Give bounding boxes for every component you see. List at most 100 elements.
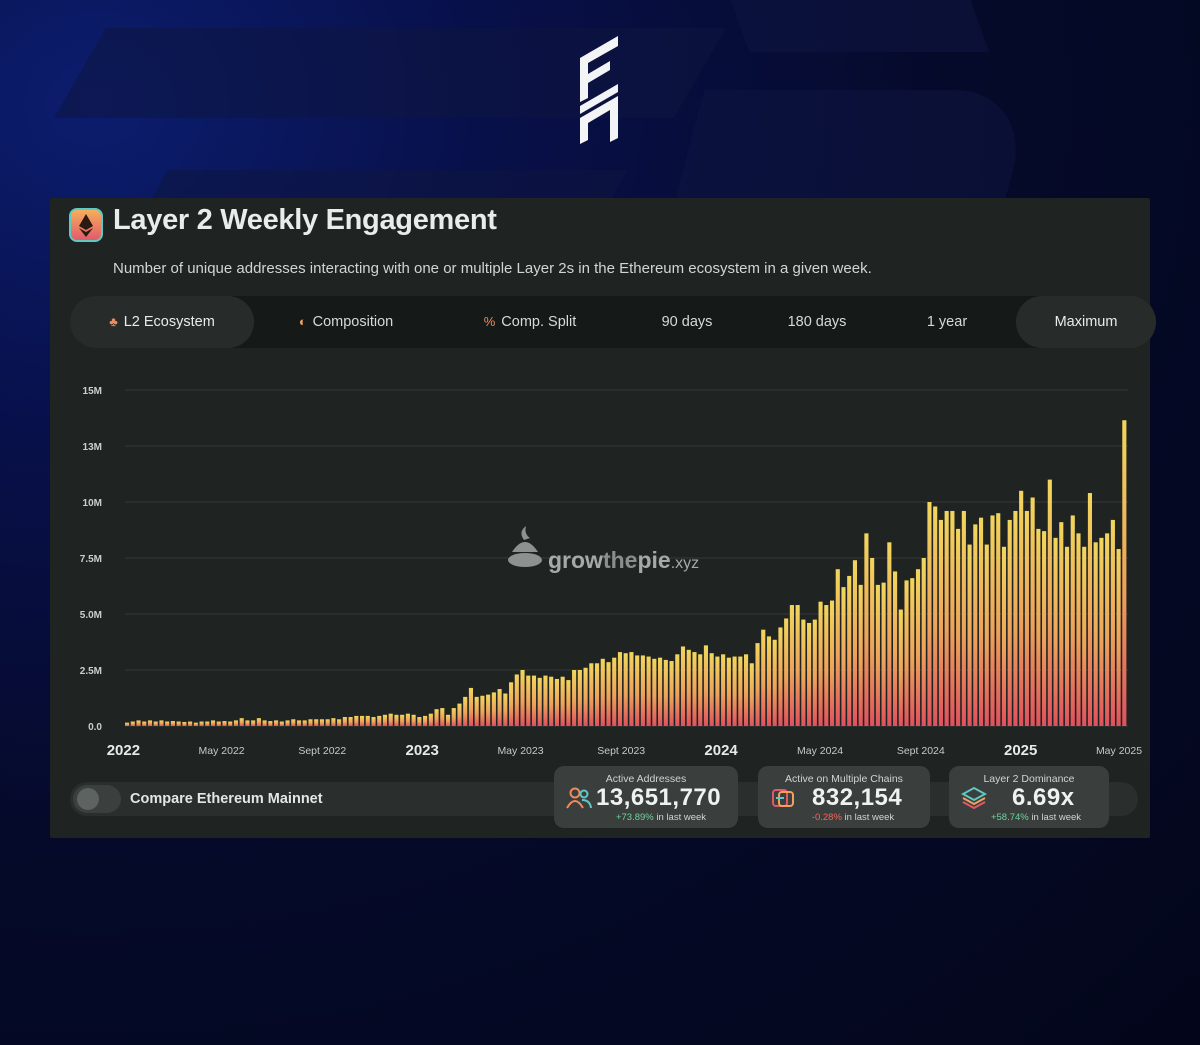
chart-bar [514,674,519,726]
chart-bar [285,720,290,726]
chart-bar [801,619,806,726]
chart-bar [990,515,995,726]
chart-bar [772,639,777,726]
x-tick-label: Sept 2022 [298,745,346,757]
chart-bar [526,675,531,726]
y-tick-label: 10M [83,498,102,509]
stat-label: Layer 2 Dominance [983,773,1075,785]
chart-bar [423,715,428,726]
tab-label: 90 days [661,314,713,330]
chart-bar [686,649,691,726]
tab-maximum[interactable]: Maximum [1016,296,1156,348]
watermark-text: pie [637,547,670,573]
tab-1-year[interactable]: 1 year [882,296,1012,348]
chart-bar [870,558,875,726]
chart-bar [371,717,376,726]
y-tick-label: 15M [83,386,102,397]
chart-bar [451,708,456,726]
chart-bar [188,721,193,726]
stat-change-suffix: in last week [656,812,707,823]
watermark-text: the [603,547,638,573]
chart-bar [755,643,760,726]
chart-bar [910,578,915,726]
watermark-text: .xyz [671,555,699,572]
chart-bar [319,719,324,726]
chart-bar [388,713,393,726]
chart-bar [967,544,972,726]
chart-bar [1082,546,1087,726]
stat-change-suffix: in last week [844,812,895,823]
background-shape [730,0,990,52]
chart-bar [486,694,491,726]
chart-bar [778,627,783,726]
y-tick-label: 5.0M [80,610,102,621]
users-icon [566,787,592,809]
chart-bar [893,571,898,726]
chart-bar [749,663,754,726]
stat-value: 6.69x [1012,784,1075,811]
tab-180-days[interactable]: 180 days [752,296,882,348]
y-tick-label: 13M [83,442,102,453]
chart-bar [950,510,955,726]
chart-bar [623,653,628,726]
card-subtitle: Number of unique addresses interacting w… [113,260,872,277]
x-tick-label: May 2025 [1096,745,1142,757]
tab-90-days[interactable]: 90 days [622,296,752,348]
chart-bar [348,717,353,726]
chart-bar [1105,533,1110,726]
chart-bar [1059,522,1064,726]
chart-bar [537,677,542,726]
chart-bar [795,605,800,726]
chart-bar [600,658,605,726]
chart-bar [652,658,657,726]
tab-l2-ecosystem[interactable]: ♣ L2 Ecosystem [70,296,254,348]
chart-bar [921,558,926,726]
chart-bar [474,696,479,726]
chart-bar [847,575,852,726]
chart-bar [251,720,256,726]
chart-bar [165,721,170,726]
tab-composition[interactable]: ◐ Composition [254,296,438,348]
chart-bar [1122,420,1127,726]
stat-change: +73.89% in last week [554,812,738,823]
chart-bar [818,601,823,726]
chart-bar [136,720,141,726]
multichain-icon [772,789,794,807]
chart-bar [554,678,559,726]
chart-bar [663,659,668,726]
chart-bar [715,656,720,726]
chart-bar [864,533,869,726]
stat-label: Active Addresses [605,773,687,785]
chart-bar [543,675,548,726]
chart-bar [337,719,342,726]
chart-bar [342,717,347,726]
ecosystem-icon: ♣ [109,314,118,329]
compare-mainnet-toggle[interactable] [73,785,121,813]
chart-bar [142,721,147,726]
chart-bar [480,695,485,726]
tab-label: Comp. Split [501,314,577,330]
chart-bar [732,656,737,726]
chart-bar [503,693,508,726]
x-tick-label: May 2023 [497,745,543,757]
tab-comp-split[interactable]: % Comp. Split [438,296,622,348]
chart-bar [824,605,829,726]
chart-bar [617,652,623,726]
chart-bar [841,587,846,726]
chart-bar [835,569,840,726]
chart-bar [509,682,514,726]
tab-label: 1 year [926,314,968,330]
chart-bar [675,654,680,726]
chart-bar [978,517,984,726]
chart-bar [829,600,835,726]
chart-bar [852,560,858,726]
chart-bar [996,513,1001,726]
chart-bar [468,687,474,726]
chart-bar [262,720,267,726]
tab-label: L2 Ecosystem [123,314,215,330]
chart-bar [1030,497,1035,726]
card-title: Layer 2 Weekly Engagement [113,204,497,236]
stat-change-value: -0.28% [811,812,842,823]
chart-bar [572,670,577,726]
chart-bar [915,569,921,726]
